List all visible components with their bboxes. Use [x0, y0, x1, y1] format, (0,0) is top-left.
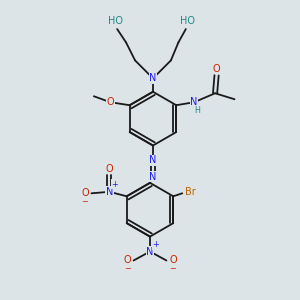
Text: +: + [153, 241, 159, 250]
Text: N: N [149, 155, 157, 166]
Text: +: + [112, 180, 118, 189]
Text: −: − [124, 264, 130, 273]
Text: N: N [149, 172, 157, 182]
Text: N: N [106, 187, 113, 197]
Text: O: O [213, 64, 220, 74]
Text: O: O [106, 164, 113, 174]
Text: Br: Br [185, 187, 196, 197]
Text: −: − [82, 197, 88, 206]
Text: HO: HO [180, 16, 195, 26]
Text: O: O [106, 97, 114, 107]
Text: N: N [146, 247, 154, 256]
Text: −: − [169, 264, 176, 273]
Text: HO: HO [108, 16, 123, 26]
Text: N: N [190, 97, 198, 107]
Text: O: O [169, 256, 177, 266]
Text: H: H [194, 106, 200, 115]
Text: O: O [81, 188, 89, 198]
Text: N: N [149, 73, 157, 83]
Text: O: O [123, 256, 131, 266]
